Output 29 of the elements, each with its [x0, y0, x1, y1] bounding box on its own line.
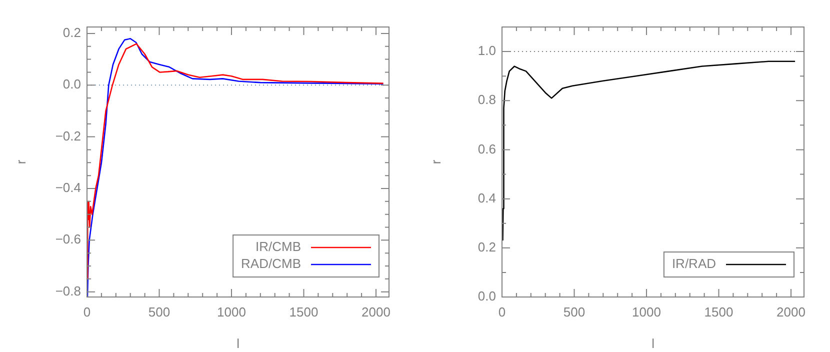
- y-tick-label: 0.8: [478, 92, 496, 108]
- x-tick-label: 1000: [632, 304, 661, 320]
- x-tick-label: 2000: [776, 304, 806, 320]
- legend-label: RAD/CMB: [241, 256, 301, 272]
- x-tick-label: 1500: [704, 304, 734, 320]
- y-tick-label: 0.2: [478, 239, 496, 254]
- y-tick-label: −0.2: [55, 128, 81, 144]
- y-tick-label: 1.0: [478, 43, 496, 58]
- x-tick-label: 1500: [289, 304, 318, 320]
- x-tick-label: 500: [148, 304, 170, 320]
- y-tick-label: −0.4: [55, 180, 81, 196]
- y-tick-label: 0.0: [478, 288, 496, 304]
- y-tick-label: −0.8: [55, 283, 81, 298]
- x-tick-label: 2000: [362, 304, 390, 320]
- y-tick-label: 0.6: [478, 141, 496, 156]
- x-tick-label: 0: [498, 304, 506, 320]
- x-tick-label: 500: [563, 304, 586, 320]
- x-axis-title: l: [236, 336, 240, 351]
- y-axis-title: r: [13, 159, 28, 164]
- legend-label: IR/RAD: [672, 256, 716, 272]
- y-tick-label: 0.0: [62, 76, 81, 92]
- legend-label: IR/CMB: [256, 239, 301, 254]
- y-tick-label: 0.4: [478, 190, 496, 206]
- y-axis-title: r: [428, 159, 444, 164]
- y-tick-label: 0.2: [62, 25, 81, 40]
- x-tick-label: 0: [83, 304, 91, 320]
- y-tick-label: −0.6: [55, 232, 81, 247]
- x-axis-title: l: [652, 336, 655, 351]
- x-tick-label: 1000: [217, 304, 246, 320]
